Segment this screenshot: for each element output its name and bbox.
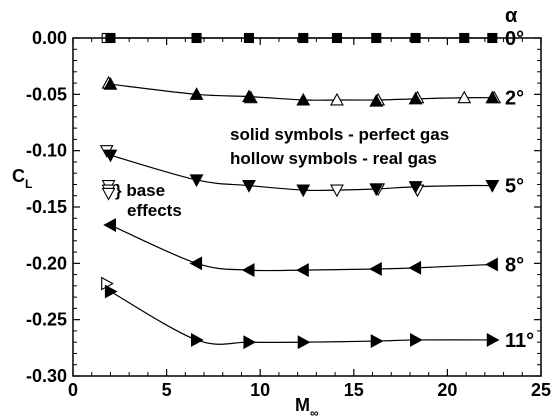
- solid-point-alpha-2: [369, 93, 384, 107]
- solid-point-alpha-2: [242, 89, 256, 103]
- y-tick-label: -0.25: [26, 310, 67, 330]
- solid-point-alpha-5: [369, 183, 384, 197]
- annotation-base-effects-1: } base: [115, 181, 165, 200]
- solid-point-alpha-11: [104, 284, 118, 299]
- series-label-alpha-8: 8°: [505, 254, 524, 276]
- solid-point-alpha-5: [103, 149, 118, 163]
- solid-point-alpha-11: [410, 333, 423, 347]
- solid-point-alpha-8: [369, 262, 382, 276]
- series-label-alpha-5: 5°: [505, 176, 524, 198]
- hollow-point-alpha-2: [457, 90, 472, 104]
- solid-point-alpha-11: [486, 333, 500, 347]
- solid-point-alpha-8: [189, 256, 203, 271]
- solid-point-alpha-11: [191, 333, 204, 347]
- x-tick-label: 20: [437, 380, 457, 400]
- y-tick-label: -0.30: [26, 366, 67, 386]
- annotation-hollow-symbols: hollow symbols - real gas: [230, 149, 437, 168]
- y-tick-label: 0.00: [32, 28, 67, 48]
- solid-point-alpha-2: [296, 92, 311, 106]
- x-tick-label: 25: [531, 380, 551, 400]
- solid-point-alpha-2: [408, 91, 423, 105]
- solid-point-alpha-11: [370, 334, 384, 348]
- series-label-alpha-2: 2°: [505, 88, 524, 110]
- x-axis-label: M∞: [295, 395, 319, 419]
- solid-point-alpha-5: [485, 180, 500, 193]
- series-line-alpha-8: [110, 224, 493, 272]
- solid-point-alpha-5: [242, 180, 256, 193]
- solid-point-alpha-5: [408, 181, 423, 194]
- base-effect-point-alpha-5: [101, 187, 116, 201]
- hollow-point-alpha-5: [330, 184, 344, 198]
- solid-point-alpha-2: [103, 77, 118, 90]
- series-line-alpha-11: [110, 290, 493, 345]
- y-tick-label: -0.05: [26, 84, 67, 104]
- solid-point-alpha-2: [189, 87, 204, 100]
- series-label-alpha-0: 0°: [505, 28, 524, 50]
- y-tick-label: -0.15: [26, 197, 67, 217]
- legend-header-alpha: α: [505, 5, 518, 27]
- x-tick-label: 0: [68, 380, 78, 400]
- solid-point-alpha-8: [408, 260, 422, 275]
- hollow-point-alpha-2: [330, 92, 344, 106]
- annotation-solid-symbols: solid symbols - perfect gas: [230, 125, 449, 144]
- x-tick-label: 5: [162, 380, 172, 400]
- y-tick-label: -0.20: [26, 253, 67, 273]
- x-tick-label: 15: [344, 380, 364, 400]
- solid-point-alpha-8: [485, 257, 498, 272]
- x-tick-label: 10: [250, 380, 270, 400]
- solid-point-alpha-11: [243, 335, 257, 350]
- solid-point-alpha-8: [241, 263, 255, 278]
- solid-point-alpha-11: [297, 335, 311, 350]
- annotation-base-effects-2: effects: [127, 201, 182, 220]
- y-tick-label: -0.10: [26, 141, 67, 161]
- series-label-alpha-11: 11°: [505, 330, 534, 352]
- solid-point-alpha-2: [485, 90, 500, 104]
- y-axis-label: CL: [12, 166, 32, 191]
- solid-point-alpha-8: [103, 218, 116, 232]
- solid-point-alpha-5: [296, 184, 311, 198]
- solid-point-alpha-5: [189, 174, 204, 188]
- solid-point-alpha-8: [296, 263, 309, 278]
